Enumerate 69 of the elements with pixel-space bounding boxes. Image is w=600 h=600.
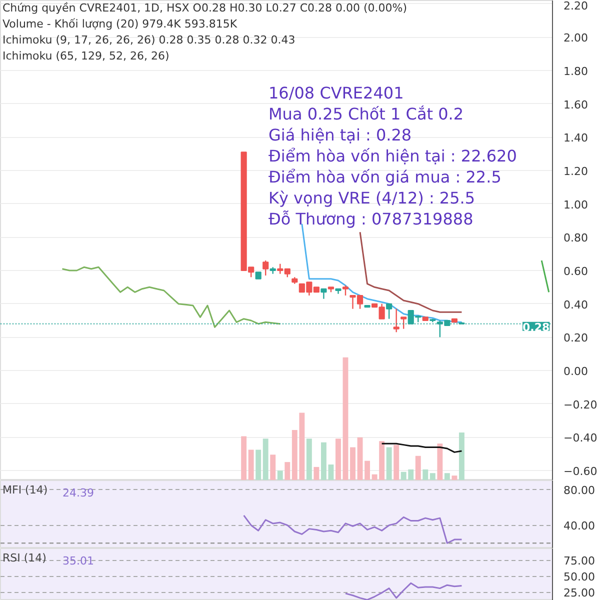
y-tick-label: 1.80 (564, 65, 588, 78)
y-tick-label: 75.00 (564, 554, 595, 568)
y-tick-label: 0.00 (564, 365, 588, 378)
annotation: Đỗ Thương : 0787319888 (268, 210, 474, 228)
candlestick (400, 316, 407, 330)
candlestick (262, 260, 269, 276)
y-tick-label: 80.00 (564, 484, 595, 497)
annotation: Mua 0.25 Chốt 1 Cắt 0.2 (268, 104, 464, 124)
bar (437, 444, 443, 480)
chart-title: RSI (14) (2, 552, 46, 564)
annotation: 35.01 (62, 554, 94, 568)
bar (342, 357, 348, 480)
bar (262, 438, 268, 480)
bar (415, 456, 421, 480)
bar (350, 447, 356, 480)
ref-line-label: 0.28 (522, 320, 550, 334)
y-tick-label: 1.20 (564, 165, 588, 178)
candlestick (393, 308, 400, 333)
line-series (344, 582, 462, 600)
candlestick (342, 284, 349, 296)
y-tick-label: −0.20 (564, 398, 598, 412)
y-tick-label: 1.40 (564, 132, 588, 145)
bar (248, 450, 254, 480)
y-tick-label: 0.40 (564, 298, 588, 312)
y-tick-label: 0.60 (564, 265, 588, 278)
bar (394, 444, 400, 480)
bar (256, 450, 262, 480)
bar (422, 469, 428, 480)
y-tick-label: 1.00 (564, 198, 588, 212)
chart-title: MFI (14) (2, 484, 48, 496)
bar (444, 473, 450, 480)
annotation: Kỳ vọng VRE (4/12) : 25.5 (268, 188, 476, 208)
bar (284, 462, 290, 480)
bar (314, 466, 320, 480)
y-tick-label: −0.40 (564, 432, 598, 445)
y-tick-label: 40.00 (564, 520, 595, 533)
annotation: 24.39 (62, 486, 94, 500)
bar (320, 442, 326, 480)
annotation: Ichimoku (65, 129, 52, 26, 26) (2, 50, 170, 62)
annotation: Điểm hòa vốn hiện tại : 22.620 (268, 146, 517, 166)
line-series (61, 266, 281, 328)
y-tick-label: 0.20 (564, 332, 588, 345)
bar (386, 447, 392, 480)
bar (430, 473, 436, 480)
y-tick-label: −0.60 (564, 465, 598, 478)
y-tick-label: 1.60 (564, 98, 588, 112)
bar (328, 464, 334, 480)
line-series (359, 231, 462, 313)
bar (277, 470, 283, 480)
y-tick-label: 2.00 (564, 32, 588, 45)
bar (270, 454, 276, 480)
annotation: Chứng quyền CVRE2401, 1D, HSX O0.28 H0.30 L0.27 C0.28 0.00 (0.00%) (2, 2, 408, 14)
annotation: Volume - Khối lượng (20) 979.4K 593.815K (2, 18, 238, 30)
candlestick (386, 303, 392, 320)
y-tick-label: 0.80 (564, 232, 588, 245)
annotation: Điểm hòa vốn giá mua : 22.5 (268, 168, 502, 186)
bar (336, 438, 341, 480)
line-series (243, 514, 462, 544)
candlestick (320, 288, 327, 300)
bar (241, 436, 247, 480)
annotation: Ichimoku (9, 17, 26, 26, 26) 0.28 0.35 0.28 0.32 0.43 (2, 34, 296, 46)
bar (458, 432, 464, 480)
annotation: Giá hiện tại : 0.28 (268, 126, 412, 144)
y-tick-label: 2.20 (564, 0, 588, 12)
bar (306, 438, 312, 480)
y-tick-label: 50.00 (564, 570, 595, 584)
y-tick-label: 25.00 (564, 586, 595, 600)
annotation: 16/08 CVRE2401 (268, 84, 404, 102)
bar (452, 476, 458, 480)
